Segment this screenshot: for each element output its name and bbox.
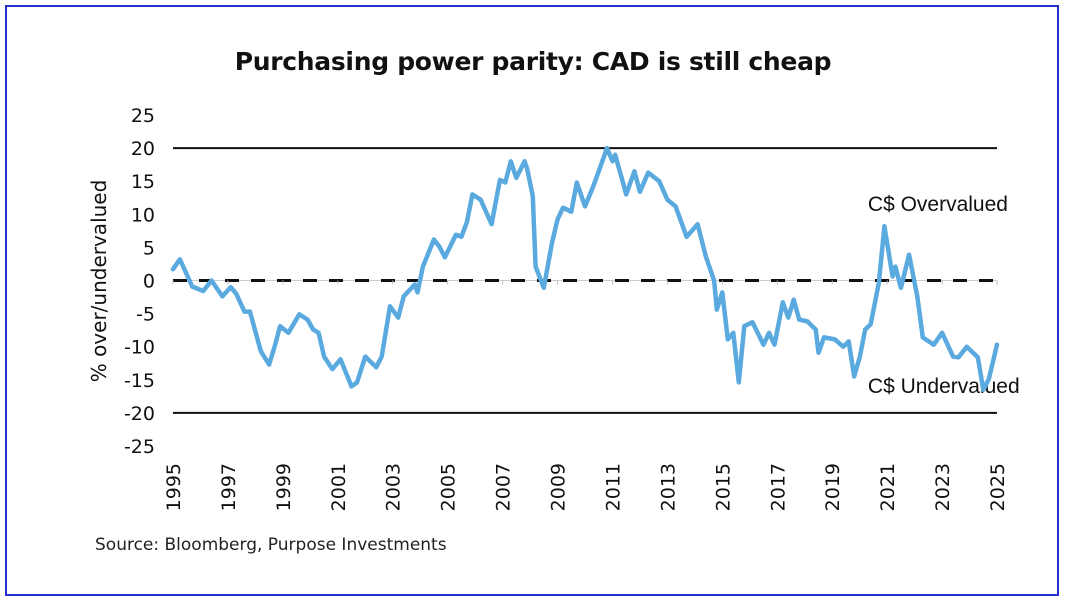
y-tick-label: -20 [124,403,155,425]
y-axis-label: % over/undervalued [87,180,111,383]
series-line-0 [170,145,1000,392]
x-tick-label: 2023 [932,463,954,511]
y-tick-label: 20 [131,138,155,160]
y-tick-label: 5 [143,237,155,259]
x-tick-label: 2021 [877,463,899,511]
y-tick-label: -10 [124,337,155,359]
x-tick-label: 2015 [712,463,734,511]
y-tick-label: 10 [131,204,155,226]
x-tick-label: 2017 [767,463,789,511]
x-tick-label: 1995 [163,463,185,511]
y-tick-label: -5 [136,304,155,326]
x-tick-label: 2025 [987,463,1009,511]
chart-title: Purchasing power parity: CAD is still ch… [234,47,832,76]
chart-frame [5,5,1059,596]
x-tick-label: 2003 [383,463,405,511]
x-tick-label: 2007 [493,463,515,511]
annotation-label: C$ Undervalued [868,375,1020,398]
annotation-label: C$ Overvalued [868,193,1008,216]
x-tick-label: 2001 [328,463,350,511]
x-tick-label: 1997 [218,463,240,511]
x-tick-label: 2011 [602,463,624,511]
x-tick-label: 2005 [438,463,460,511]
y-tick-label: -25 [124,436,155,458]
x-tick-label: 2013 [657,463,679,511]
x-tick-label: 2009 [548,463,570,511]
x-tick-label: 2019 [822,463,844,511]
y-tick-label: 15 [131,171,155,193]
y-tick-label: 0 [143,271,155,293]
y-tick-label: -15 [124,370,155,392]
y-tick-label: 25 [131,105,155,127]
source-note: Source: Bloomberg, Purpose Investments [95,535,447,555]
x-tick-label: 1999 [273,463,295,511]
